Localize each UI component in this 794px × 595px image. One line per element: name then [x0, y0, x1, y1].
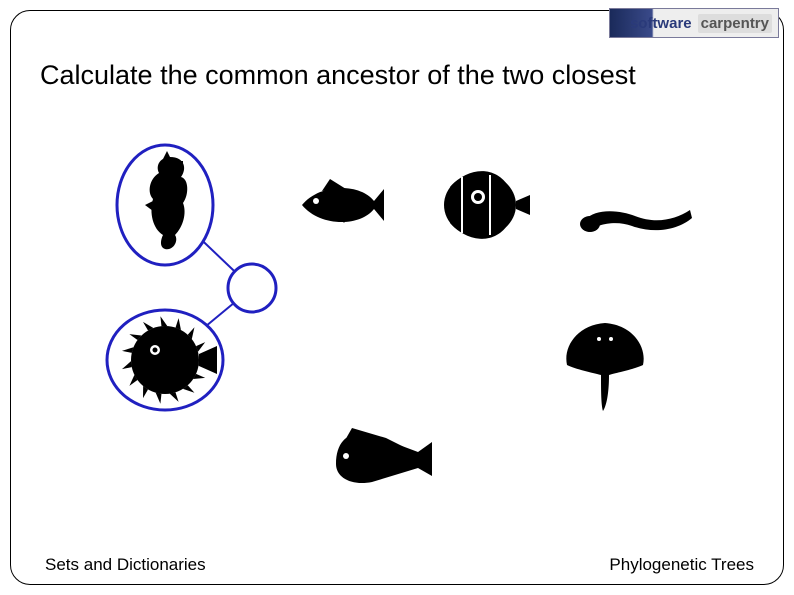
footer-left: Sets and Dictionaries: [45, 555, 206, 575]
small-fish-icon: [302, 179, 384, 223]
footer-right: Phylogenetic Trees: [609, 555, 754, 575]
eel-icon: [580, 210, 692, 232]
stingray-icon: [566, 323, 643, 411]
diagram-stage: [0, 0, 794, 595]
discus-fish-icon: [444, 171, 530, 239]
mahimahi-icon: [336, 428, 432, 483]
ancestor-node: [228, 264, 276, 312]
